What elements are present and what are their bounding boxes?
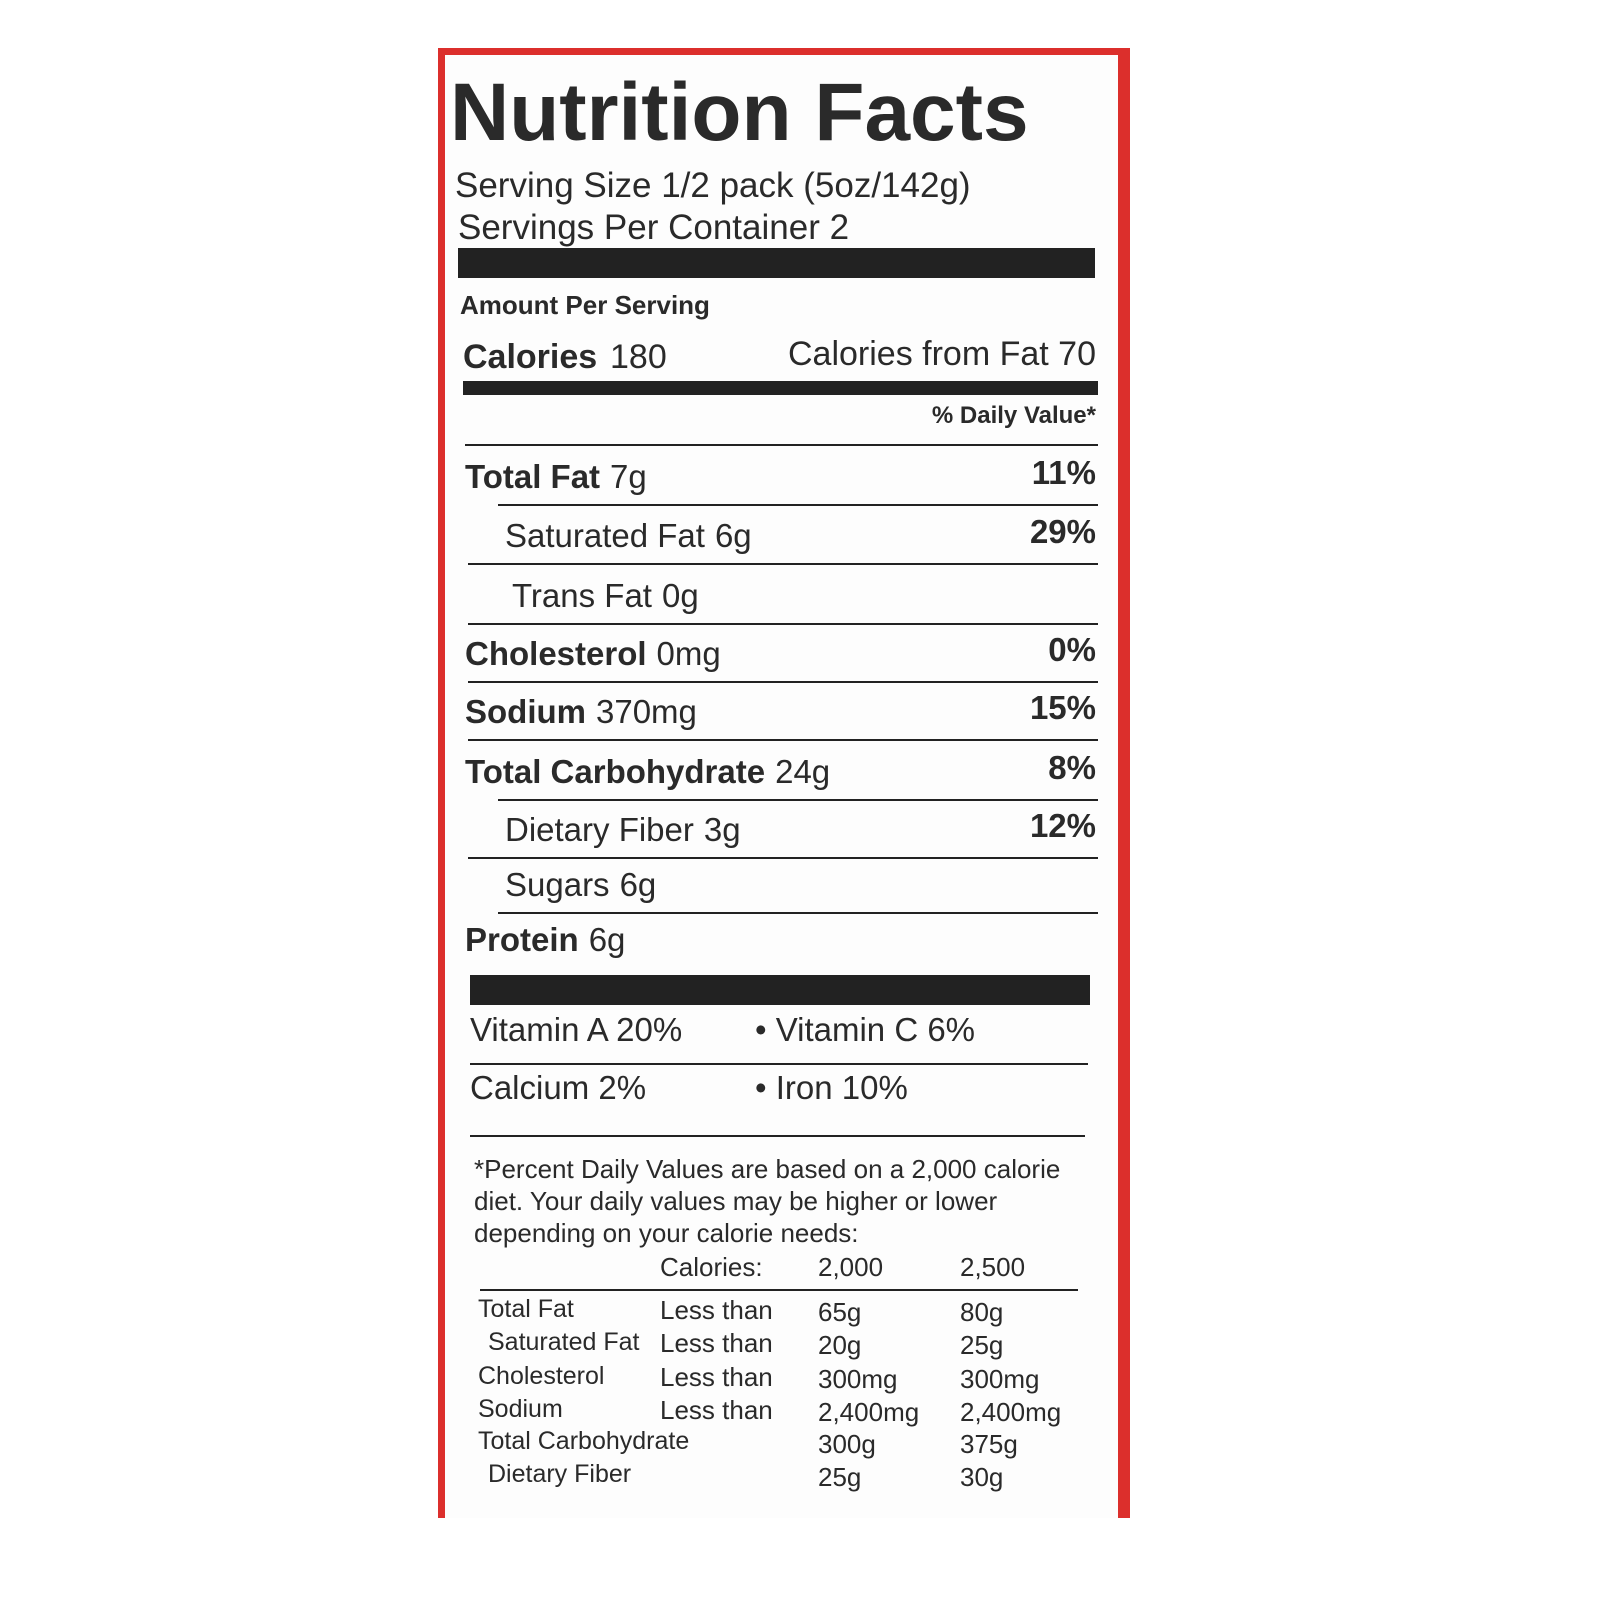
- thick-rule: [458, 248, 1095, 278]
- table-value: 30g: [960, 1462, 1004, 1492]
- table-name: Sodium: [478, 1395, 563, 1423]
- footnote: *Percent Daily Values are based on a 2,0…: [474, 1154, 1061, 1184]
- calories-from-fat: Calories from Fat 70: [788, 335, 1096, 373]
- rule: [468, 623, 1098, 625]
- nutrient-name: Protein: [465, 921, 579, 958]
- rule: [470, 1135, 1085, 1137]
- table-value: 300mg: [818, 1364, 898, 1394]
- nutrient-amount: 24g: [775, 753, 831, 790]
- table-name: Total Carbohydrate: [478, 1427, 690, 1455]
- daily-value: 11%: [1031, 454, 1096, 491]
- vitamin: • Iron 10%: [755, 1069, 908, 1106]
- nutrient-name: Dietary Fiber: [505, 811, 694, 848]
- thick-rule: [470, 975, 1090, 1005]
- table-value: 20g: [818, 1330, 862, 1360]
- nutrient-amount: 370mg: [596, 693, 697, 730]
- footnote: diet. Your daily values may be higher or…: [474, 1186, 998, 1216]
- table-name: Cholesterol: [478, 1362, 605, 1390]
- table-value: 65g: [818, 1297, 862, 1327]
- rule: [468, 857, 1098, 859]
- nutrient-amount: 3g: [703, 811, 741, 848]
- table-header: 2,500: [960, 1252, 1026, 1282]
- servings-per-container: Servings Per Container 2: [458, 208, 850, 247]
- calories-label: Calories: [463, 338, 598, 376]
- table-name: Dietary Fiber: [488, 1460, 632, 1488]
- nutrient-name: Trans Fat: [512, 577, 652, 614]
- daily-value: 29%: [1029, 513, 1096, 550]
- daily-value: 0%: [1048, 631, 1096, 668]
- table-value: 80g: [960, 1297, 1004, 1327]
- table-limit: Less than: [660, 1395, 773, 1425]
- table-header: 2,000: [818, 1252, 884, 1282]
- nutrient-name: Saturated Fat: [505, 517, 705, 554]
- table-value: 2,400mg: [818, 1397, 920, 1427]
- nutrient-name: Sugars: [505, 866, 610, 903]
- table-value: 300mg: [960, 1364, 1040, 1394]
- table-value: 25g: [818, 1462, 862, 1492]
- table-name: Total Fat: [478, 1295, 574, 1323]
- amount-per-serving: Amount Per Serving: [460, 290, 710, 320]
- thick-rule: [463, 381, 1098, 395]
- rule: [498, 504, 1098, 506]
- calories-value: 180: [610, 338, 667, 376]
- table-value: 375g: [960, 1429, 1018, 1459]
- nutrient-amount: 0mg: [656, 635, 721, 672]
- rule: [468, 739, 1098, 741]
- table-value: 300g: [818, 1429, 876, 1459]
- table-value: 2,400mg: [960, 1397, 1062, 1427]
- rule: [498, 799, 1098, 801]
- table-limit: Less than: [660, 1328, 773, 1358]
- daily-value: 15%: [1029, 689, 1096, 726]
- vitamin: Calcium 2%: [470, 1069, 647, 1106]
- table-value: 25g: [960, 1330, 1004, 1360]
- nutrient-name: Cholesterol: [465, 635, 647, 672]
- daily-value: 8%: [1048, 749, 1096, 786]
- daily-value-header: % Daily Value*: [931, 402, 1096, 429]
- nutrient-amount: 6g: [588, 921, 626, 958]
- nutrient-name: Total Carbohydrate: [465, 753, 766, 790]
- nutrient-name: Total Fat: [465, 458, 601, 495]
- nutrition-label: [445, 55, 1118, 1518]
- table-limit: Less than: [660, 1295, 773, 1325]
- rule: [498, 912, 1098, 914]
- nutrient-amount: 0g: [661, 577, 699, 614]
- rule: [480, 1289, 1078, 1291]
- nutrient-name: Sodium: [465, 693, 586, 730]
- nutrient-amount: 7g: [610, 458, 647, 495]
- title: Nutrition Facts: [450, 67, 1029, 158]
- table-limit: Less than: [660, 1362, 773, 1392]
- table-header: Calories:: [660, 1252, 763, 1282]
- vitamin: Vitamin A 20%: [470, 1011, 683, 1048]
- nutrient-amount: 6g: [714, 517, 752, 554]
- nutrient-amount: 6g: [619, 866, 657, 903]
- rule: [468, 563, 1098, 565]
- rule: [468, 681, 1098, 683]
- footnote: depending on your calorie needs:: [474, 1218, 859, 1248]
- table-name: Saturated Fat: [488, 1328, 640, 1356]
- daily-value: 12%: [1029, 807, 1096, 844]
- vitamin: • Vitamin C 6%: [755, 1011, 976, 1048]
- serving-size: Serving Size 1/2 pack (5oz/142g): [455, 166, 971, 205]
- rule: [470, 1063, 1088, 1065]
- rule: [465, 444, 1098, 446]
